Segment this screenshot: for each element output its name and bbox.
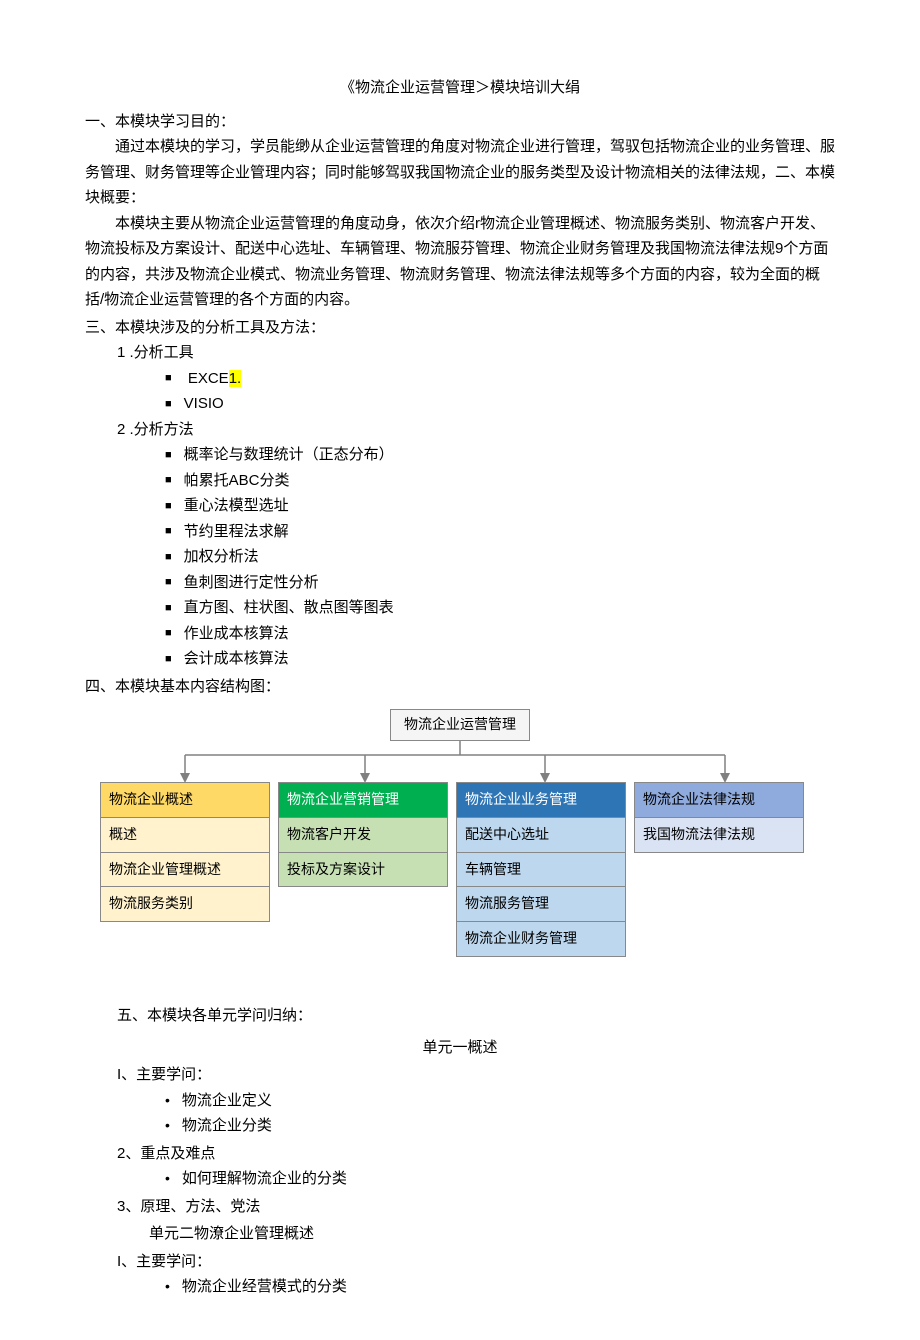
unit-2-title: 单元二物潦企业管理概述: [85, 1221, 835, 1247]
tool-item-1: EXCE1.: [85, 366, 835, 392]
diagram-cell-3-5: 物流企业财务管理: [456, 921, 626, 957]
unit-1-list-2-item-1: 如何理解物流企业的分类: [85, 1166, 835, 1192]
diagram-cell-1-3: 物流企业管理概述: [100, 852, 270, 888]
section-1-paragraph-1: 通过本模块的学习，学员能缈从企业运营管理的角度对物流企业进行管理，驾驭包括物流企…: [85, 134, 835, 211]
document-title: 《物流企业运营管理＞模块培训大绢: [85, 75, 835, 101]
diagram-cell-3-4: 物流服务管理: [456, 886, 626, 922]
diagram-root-box: 物流企业运营管理: [390, 709, 530, 741]
method-item-4: 节约里程法求解: [85, 519, 835, 545]
method-item-3: 重心法模型选址: [85, 493, 835, 519]
unit-1-list-1-item-2: 物流企业分类: [85, 1113, 835, 1139]
diagram-cell-2-3: 投标及方案设计: [278, 852, 448, 888]
diagram-cell-3-1: 物流企业业务管理: [456, 782, 626, 818]
unit-2-list-1-item-1: 物流企业经营模式的分类: [85, 1274, 835, 1300]
diagram-connectors: [100, 741, 820, 783]
unit-1-subheading-1: I、主要学问：: [85, 1062, 835, 1088]
diagram-cell-3-2: 配送中心选址: [456, 817, 626, 853]
diagram-cell-3-3: 车辆管理: [456, 852, 626, 888]
diagram-column-3: 物流企业业务管理配送中心选址车辆管理物流服务管理物流企业财务管理: [456, 783, 626, 957]
unit-1-list-1-item-1: 物流企业定义: [85, 1088, 835, 1114]
method-item-2: 帕累托ABC分类: [85, 468, 835, 494]
diagram-cell-2-2: 物流客户开发: [278, 817, 448, 853]
tool-item-1-text: EXCE: [188, 370, 229, 387]
diagram-column-1: 物流企业概述概述物流企业管理概述物流服务类别: [100, 783, 270, 957]
unit-2-subheading-1: I、主要学问：: [85, 1249, 835, 1275]
diagram-cell-1-1: 物流企业概述: [100, 782, 270, 818]
section-1-heading: 一、本模块学习目的：: [85, 109, 835, 135]
unit-1-subheading-2: 2、重点及难点: [85, 1141, 835, 1167]
section-5-heading: 五、本模块各单元学问归纳：: [85, 1003, 835, 1029]
tool-item-2: VISIO: [85, 391, 835, 417]
tools-heading: 1 .分析工具: [85, 340, 835, 366]
tool-item-1-highlight: 1.: [229, 370, 242, 387]
method-item-1: 概率论与数理统计（正态分布）: [85, 442, 835, 468]
methods-heading: 2 .分析方法: [85, 417, 835, 443]
method-item-9: 会计成本核算法: [85, 646, 835, 672]
method-item-5: 加权分析法: [85, 544, 835, 570]
method-item-7: 直方图、柱状图、散点图等图表: [85, 595, 835, 621]
diagram-column-4: 物流企业法律法规我国物流法律法规: [634, 783, 804, 957]
diagram-cell-1-4: 物流服务类别: [100, 886, 270, 922]
section-4-heading: 四、本模块基本内容结构图：: [85, 674, 835, 700]
diagram-cell-4-1: 物流企业法律法规: [634, 782, 804, 818]
diagram-column-2: 物流企业营销管理物流客户开发投标及方案设计: [278, 783, 448, 957]
method-item-6: 鱼刺图进行定性分析: [85, 570, 835, 596]
method-item-8: 作业成本核算法: [85, 621, 835, 647]
diagram-cell-2-1: 物流企业营销管理: [278, 782, 448, 818]
diagram-cell-4-2: 我国物流法律法规: [634, 817, 804, 853]
structure-diagram: 物流企业运营管理 物流企业概述概述物流企业管理概述物流服务类别物流企业营销管理物…: [100, 709, 820, 989]
unit-1-title: 单元一概述: [85, 1035, 835, 1061]
unit-1-subheading-3: 3、原理、方法、党法: [85, 1194, 835, 1220]
diagram-cell-1-2: 概述: [100, 817, 270, 853]
section-1-paragraph-2: 本模块主要从物流企业运营管理的角度动身，依次介绍r物流企业管理概述、物流服务类别…: [85, 211, 835, 313]
section-3-heading: 三、本模块涉及的分析工具及方法：: [85, 315, 835, 341]
